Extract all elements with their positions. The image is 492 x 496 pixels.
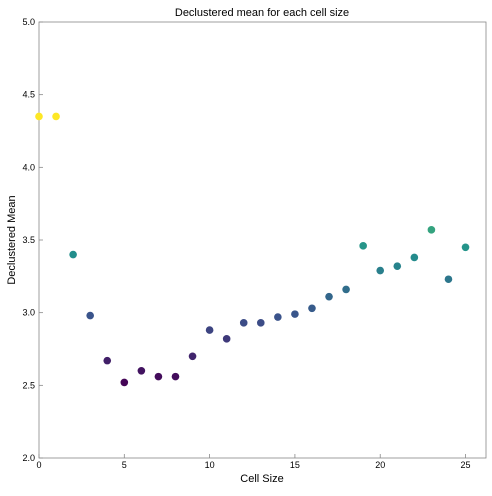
x-axis-title: Cell Size — [240, 473, 283, 485]
data-point — [256, 319, 265, 327]
plot-area — [38, 21, 487, 459]
data-point — [444, 275, 453, 284]
y-tick-label: 3.5 — [22, 235, 35, 245]
data-point — [274, 313, 282, 321]
data-point — [137, 367, 146, 375]
x-tick-label: 25 — [461, 460, 471, 470]
y-axis-title: Declustered Mean — [6, 195, 18, 284]
y-axis: 2.0 2.5 3.0 3.5 4.0 4.5 5.0 — [22, 17, 43, 463]
data-point — [154, 372, 163, 381]
y-tick-label: 5.0 — [22, 17, 35, 27]
data-point — [222, 335, 231, 343]
x-tick-label: 5 — [122, 460, 127, 470]
data-point — [410, 253, 419, 262]
data-point — [427, 226, 436, 234]
data-point — [359, 242, 367, 250]
data-point — [69, 250, 77, 259]
y-tick-label: 2.0 — [22, 453, 35, 463]
x-axis: 0 5 10 15 20 25 — [36, 454, 471, 470]
chart-title: Declustered mean for each cell size — [175, 7, 349, 19]
data-points — [35, 112, 470, 387]
data-point — [86, 311, 94, 320]
data-point — [35, 112, 43, 121]
y-tick-label: 2.5 — [22, 380, 35, 390]
data-point — [52, 112, 60, 121]
data-point — [325, 292, 333, 301]
data-point — [103, 356, 112, 365]
data-point — [239, 319, 248, 327]
data-point — [188, 352, 197, 361]
data-point — [376, 266, 385, 275]
y-tick-label: 4.0 — [22, 162, 35, 172]
data-point — [342, 285, 350, 294]
data-point — [205, 326, 214, 334]
x-tick-label: 10 — [205, 460, 215, 470]
data-point — [461, 243, 470, 252]
data-point — [120, 378, 129, 387]
data-point — [308, 304, 316, 313]
data-point — [291, 310, 299, 318]
x-tick-label: 20 — [375, 460, 385, 470]
y-tick-label: 3.0 — [22, 308, 35, 318]
x-tick-label: 0 — [36, 460, 41, 470]
data-point — [393, 262, 402, 270]
data-point — [171, 372, 180, 381]
x-tick-label: 15 — [290, 460, 300, 470]
y-tick-label: 4.5 — [22, 90, 35, 100]
